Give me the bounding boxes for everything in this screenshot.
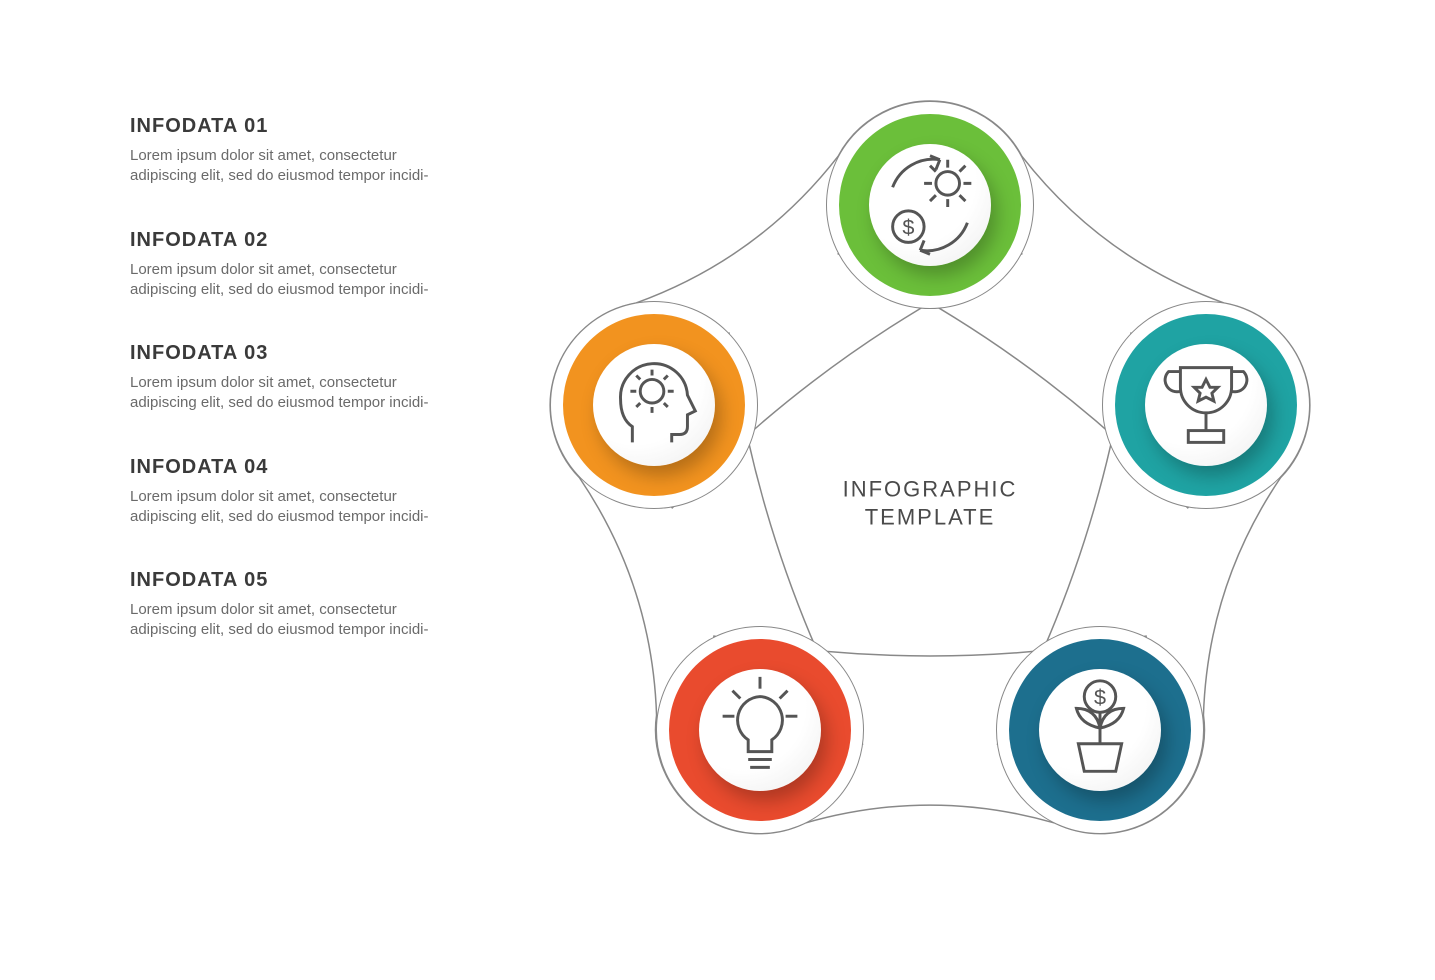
info-body: Lorem ipsum dolor sit amet, consectetur … — [130, 600, 430, 641]
node-button — [593, 344, 715, 466]
center-title: INFOGRAPHIC TEMPLATE — [843, 475, 1018, 532]
node-button — [699, 669, 821, 791]
radial-diagram: INFOGRAPHIC TEMPLATE $ $ — [490, 55, 1370, 935]
svg-text:$: $ — [1094, 684, 1106, 709]
info-title: INFODATA 05 — [130, 569, 430, 592]
info-block-02: INFODATA 02 Lorem ipsum dolor sit amet, … — [130, 229, 430, 301]
info-title: INFODATA 04 — [130, 456, 430, 479]
info-body: Lorem ipsum dolor sit amet, consectetur … — [130, 373, 430, 414]
info-body: Lorem ipsum dolor sit amet, consectetur … — [130, 146, 430, 187]
info-block-05: INFODATA 05 Lorem ipsum dolor sit amet, … — [130, 569, 430, 641]
node-button: $ — [869, 144, 991, 266]
gear-cycle-icon: $ — [869, 144, 991, 266]
money-plant-icon: $ — [1039, 669, 1161, 791]
head-gear-icon — [593, 344, 715, 466]
text-column: INFODATA 01 Lorem ipsum dolor sit amet, … — [130, 115, 430, 683]
node-button — [1145, 344, 1267, 466]
info-title: INFODATA 02 — [130, 229, 430, 252]
lightbulb-icon — [699, 669, 821, 791]
center-title-line1: INFOGRAPHIC — [843, 475, 1018, 504]
info-block-03: INFODATA 03 Lorem ipsum dolor sit amet, … — [130, 342, 430, 414]
info-block-04: INFODATA 04 Lorem ipsum dolor sit amet, … — [130, 456, 430, 528]
info-body: Lorem ipsum dolor sit amet, consectetur … — [130, 260, 430, 301]
info-title: INFODATA 03 — [130, 342, 430, 365]
info-body: Lorem ipsum dolor sit amet, consectetur … — [130, 487, 430, 528]
info-block-01: INFODATA 01 Lorem ipsum dolor sit amet, … — [130, 115, 430, 187]
svg-text:$: $ — [902, 215, 914, 240]
node-button: $ — [1039, 669, 1161, 791]
trophy-icon — [1145, 344, 1267, 466]
info-title: INFODATA 01 — [130, 115, 430, 138]
center-title-line2: TEMPLATE — [843, 504, 1018, 533]
